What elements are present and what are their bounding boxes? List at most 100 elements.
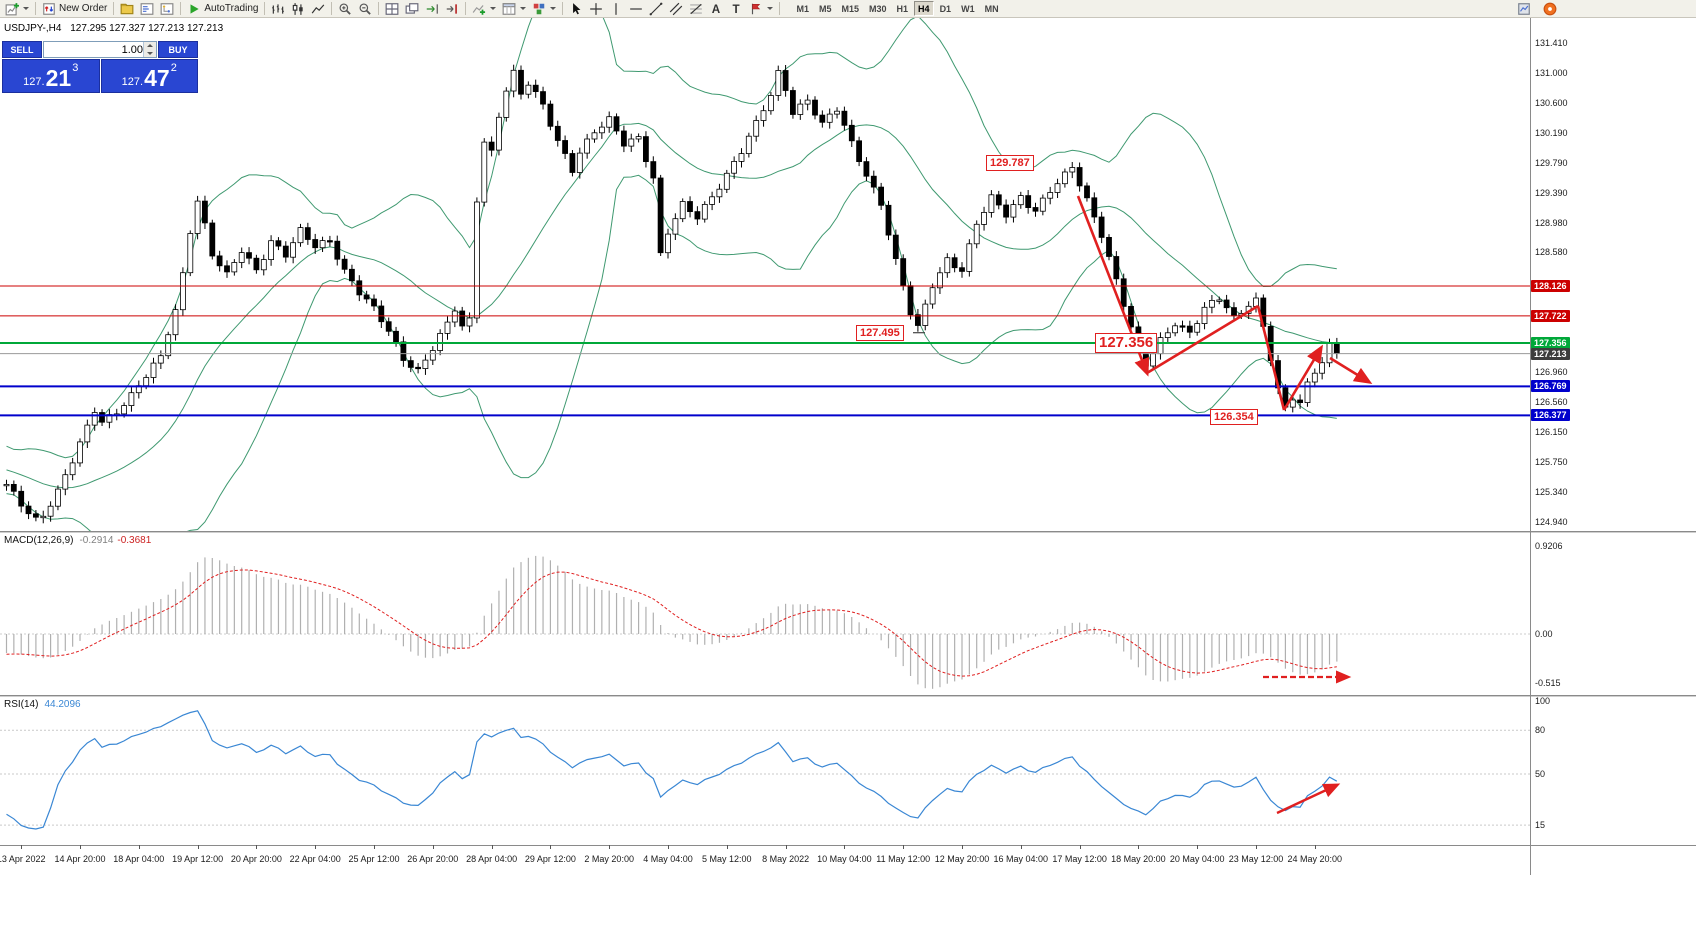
timeframe-toolbar: M1 M5 M15 M30 H1 H4 D1 W1 MN <box>791 1 1003 16</box>
navigator-button[interactable] <box>157 1 177 17</box>
trendline-button[interactable] <box>646 1 666 17</box>
time-axis-label: 12 May 20:00 <box>934 854 990 864</box>
macd-indicator-chart[interactable] <box>0 533 1530 695</box>
rsi-indicator-chart[interactable] <box>0 697 1530 845</box>
panel-splitter[interactable] <box>0 695 1696 697</box>
cursor-icon <box>569 2 583 16</box>
cursor-button[interactable] <box>566 1 586 17</box>
price-annotation[interactable]: 127.495 <box>856 325 904 341</box>
price-axis-label: 128.580 <box>1535 247 1568 258</box>
time-axis-label: 4 May 04:00 <box>643 854 693 864</box>
cascade-windows-button[interactable] <box>402 1 422 17</box>
toolbar-separator <box>180 2 182 15</box>
periods-icon <box>502 2 516 16</box>
vertical-line-button[interactable] <box>606 1 626 17</box>
chart-profile-button[interactable] <box>1514 1 1534 17</box>
chart-profile-icon <box>1517 2 1531 16</box>
arrows-button[interactable] <box>746 1 776 17</box>
text-label-button[interactable]: T <box>726 1 746 17</box>
bar-chart-button[interactable] <box>268 1 288 17</box>
time-axis-label: 5 May 12:00 <box>702 854 752 864</box>
notification-button[interactable] <box>1540 1 1560 17</box>
panel-splitter[interactable] <box>0 531 1696 533</box>
price-annotation[interactable]: 127.356 <box>1095 333 1158 353</box>
toolbar-right-icons <box>1514 1 1560 17</box>
volume-increase-button[interactable] <box>144 42 156 50</box>
rsi-line <box>6 710 1338 830</box>
dropdown-caret-icon <box>23 7 29 10</box>
timeframe-m15-button[interactable]: M15 <box>838 1 864 16</box>
time-axis-tick <box>491 845 493 849</box>
time-axis-tick <box>1314 845 1316 849</box>
zoom-in-button[interactable] <box>335 1 355 17</box>
sell-price-button[interactable]: 127. 21 3 <box>2 59 100 93</box>
price-axis-label: 131.410 <box>1535 38 1568 48</box>
profiles-button[interactable] <box>117 1 137 17</box>
macd-axis-label: 0.00 <box>1535 629 1553 639</box>
templates-button[interactable] <box>529 1 559 17</box>
timeframe-m1-button[interactable]: M1 <box>792 1 813 16</box>
time-axis-label: 2 May 20:00 <box>584 854 634 864</box>
autotrading-button[interactable]: AutoTrading <box>184 1 261 17</box>
price-annotation[interactable]: 129.787 <box>986 155 1034 171</box>
chart-shift-button[interactable] <box>442 1 462 17</box>
main-price-chart[interactable] <box>0 18 1530 531</box>
text-button[interactable]: A <box>706 1 726 17</box>
horizontal-line-button[interactable] <box>626 1 646 17</box>
timeframe-w1-button[interactable]: W1 <box>957 1 979 16</box>
volume-decrease-button[interactable] <box>144 49 156 57</box>
volume-field <box>43 41 157 58</box>
time-axis-label: 14 Apr 20:00 <box>54 854 106 864</box>
zoom-out-button[interactable] <box>355 1 375 17</box>
buy-price-prefix: 127. <box>121 76 144 88</box>
time-axis: 13 Apr 2022 14 Apr 20:00 18 Apr 04:00 19 Ap… <box>0 845 1696 875</box>
new-chart-button[interactable] <box>2 1 32 17</box>
dropdown-caret-icon <box>490 7 497 10</box>
macd-histogram-layer <box>5 555 1338 689</box>
rsi-axis-label: 80 <box>1535 725 1546 736</box>
time-axis-tick <box>1256 845 1257 849</box>
market-watch-button[interactable] <box>137 1 157 17</box>
rsi-axis-label: 15 <box>1535 820 1546 831</box>
chart-ohlc-header: USDJPY-,H4 127.295 127.327 127.213 127.2… <box>4 23 223 34</box>
fibonacci-button[interactable] <box>686 1 706 17</box>
time-axis-tick <box>785 845 787 849</box>
line-chart-button[interactable] <box>308 1 328 17</box>
time-axis-tick <box>844 845 846 849</box>
macd-axis-label: 0.9206 <box>1535 540 1563 551</box>
vertical-line-icon <box>609 2 623 16</box>
periods-button[interactable] <box>499 1 529 17</box>
new-order-button[interactable]: New Order <box>39 1 110 17</box>
time-axis-border <box>0 845 1696 846</box>
candles-button[interactable] <box>288 1 308 17</box>
price-annotation[interactable]: 126.354 <box>1210 409 1258 425</box>
price-axis-label: 126.150 <box>1535 427 1568 438</box>
timeframe-m5-button[interactable]: M5 <box>815 1 836 16</box>
timeframe-h1-button[interactable]: H1 <box>893 1 913 16</box>
channel-button[interactable] <box>666 1 686 17</box>
macd-signal-line <box>6 569 1337 677</box>
toolbar-separator <box>465 2 467 15</box>
tile-windows-button[interactable] <box>382 1 402 17</box>
timeframe-h4-button[interactable]: H4 <box>914 1 934 16</box>
time-axis-tick <box>138 845 140 849</box>
indicators-button[interactable] <box>469 1 499 17</box>
price-axis-label: 129.390 <box>1535 187 1568 198</box>
macd-name: MACD(12,26,9) <box>4 535 74 546</box>
toolbar-separator <box>264 2 266 15</box>
buy-price-big: 47 <box>144 65 170 91</box>
dropdown-caret-icon <box>767 7 774 10</box>
auto-scroll-button[interactable] <box>422 1 442 17</box>
timeframe-mn-button[interactable]: MN <box>981 1 1003 16</box>
buy-price-button[interactable]: 127. 47 2 <box>100 59 198 93</box>
time-axis-label: 16 May 04:00 <box>993 854 1049 864</box>
buy-button[interactable]: BUY <box>158 41 198 58</box>
crosshair-button[interactable] <box>586 1 606 17</box>
text-icon: A <box>709 2 723 16</box>
auto-scroll-icon <box>425 2 439 16</box>
timeframe-m30-button[interactable]: M30 <box>865 1 891 16</box>
timeframe-d1-button[interactable]: D1 <box>936 1 956 16</box>
volume-input[interactable] <box>44 42 156 57</box>
sell-button[interactable]: SELL <box>2 41 42 58</box>
